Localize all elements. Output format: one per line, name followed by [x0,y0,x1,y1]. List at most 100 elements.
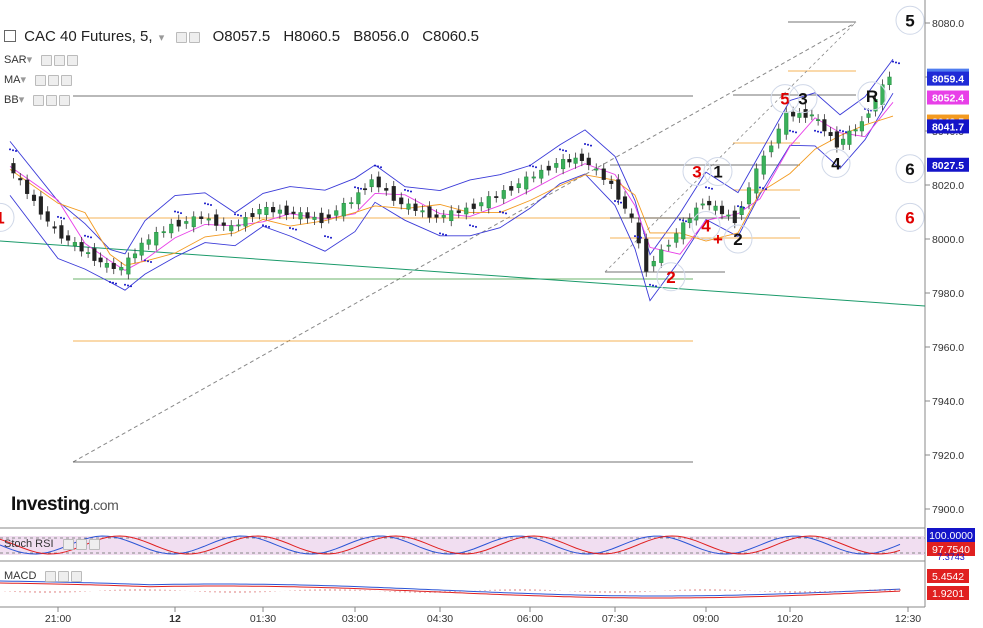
sar-dot [892,60,894,63]
indicator-label: BB [4,94,19,106]
eye-icon[interactable] [62,538,74,550]
y-tick-label: 7900.0 [932,504,964,516]
candle [636,222,641,244]
sar-dot [839,129,841,132]
gear-icon[interactable] [54,54,66,66]
candle [573,157,578,164]
sar-dot [535,166,537,169]
settings-icon[interactable] [189,31,201,43]
candle [45,211,50,222]
stoch-rsi-band [0,536,925,555]
candle [25,179,30,194]
close-icon[interactable] [61,74,73,86]
sar-dot [532,165,534,168]
candle [601,168,606,180]
stoch-k-line [0,535,901,555]
sar-dot [679,218,681,221]
candle [681,222,686,240]
sar-dot [109,281,111,283]
candle [579,153,584,161]
moving-average [9,102,894,271]
sar-dot [265,225,267,228]
stoch-rsi-label[interactable]: Stoch RSI [4,538,102,550]
sar-dot [789,129,791,132]
candle [659,249,664,263]
wave-label: 2 [666,268,675,287]
candle [11,163,16,174]
candle [413,203,418,211]
candle [609,180,614,184]
bollinger-upper [9,58,894,256]
sar-dot [130,285,132,288]
osc-tag [927,542,975,556]
sar-dot [898,62,900,65]
gear-icon[interactable] [75,538,87,550]
sar-dot [268,225,270,228]
x-tick-label: 06:00 [517,613,543,625]
candle [471,203,476,209]
sar-dot [587,143,589,146]
sar-dot [90,236,92,239]
sar-dot [180,212,182,215]
candle [305,212,310,219]
candle [464,207,469,215]
candle [191,216,196,228]
eye-icon[interactable] [45,570,57,582]
sar-dot [357,187,359,189]
candle [666,244,671,247]
candle [791,111,796,117]
eye-icon[interactable] [35,74,47,86]
candle [847,130,852,145]
candle [98,257,103,263]
collapse-icon[interactable] [4,30,16,43]
wave-circle [895,154,925,184]
candle [298,212,303,220]
gear-icon[interactable] [48,74,60,86]
indicator-bb[interactable]: BB▾ [4,93,72,106]
gear-icon[interactable] [58,570,70,582]
sar-dot [210,204,212,206]
candle [651,261,656,267]
sar-dot [237,214,239,216]
candle [586,157,591,165]
wave-label: 4 [701,217,711,236]
candle [456,210,461,213]
gear-icon[interactable] [46,94,58,106]
sar-dot [127,284,129,287]
close-icon[interactable] [71,570,83,582]
close-icon[interactable] [88,538,100,550]
eye-icon[interactable] [33,94,45,106]
sar-dot [112,281,114,284]
candle [629,213,634,218]
sar-dot [407,189,409,192]
dropdown-icon[interactable]: ▾ [158,32,165,44]
candle [104,263,109,268]
candle [38,196,43,215]
sar-dot [814,129,816,132]
indicator-sar[interactable]: SAR▾ [4,53,80,66]
close-icon[interactable] [59,94,71,106]
settings-icon[interactable] [176,31,188,43]
wave-circle [691,211,721,240]
candle [206,218,211,221]
oscillator-label: MACD [4,570,37,582]
candle [221,222,226,226]
sar-dot [475,225,477,228]
candle [243,217,248,227]
candle [369,179,374,188]
close-icon[interactable] [67,54,79,66]
oscillator-label: Stoch RSI [4,538,54,550]
macd-label[interactable]: MACD [4,570,84,582]
sar-dot [795,131,797,134]
candle [257,209,262,215]
candle [161,231,166,234]
candle [674,233,679,243]
indicator-ma[interactable]: MA▾ [4,73,74,86]
sar-dot [634,235,636,238]
bid-value: B8056.0 [353,28,410,45]
candle [746,187,752,205]
eye-icon[interactable] [41,54,53,66]
candle [707,200,712,206]
sar-dot [289,227,291,229]
